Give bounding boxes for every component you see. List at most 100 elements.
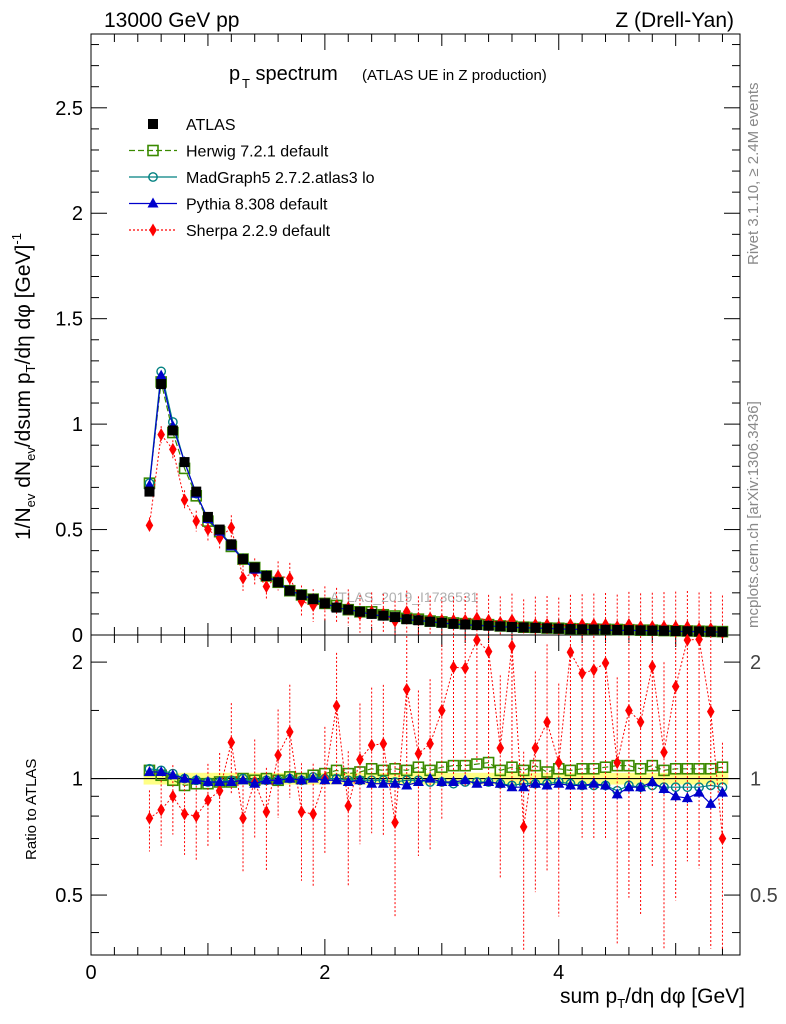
ratio-point (145, 811, 154, 825)
ratio-point (660, 745, 668, 759)
title-main: p (229, 63, 240, 85)
data-point (192, 514, 201, 528)
data-point (436, 617, 447, 628)
ratio-point (611, 788, 623, 799)
ratio-point (554, 756, 563, 770)
ratio-point (471, 758, 483, 770)
legend-label: MadGraph5 2.7.2.atlas3 lo (186, 170, 375, 187)
ratio-point (215, 784, 224, 798)
data-point (238, 554, 249, 565)
ratio-point (716, 786, 728, 797)
ratio-point (225, 775, 237, 786)
ratio-point (519, 820, 528, 834)
ratio-point (693, 786, 705, 797)
data-point (553, 623, 564, 634)
data-point (239, 571, 247, 585)
ratio-point (412, 775, 424, 786)
data-point (180, 493, 189, 507)
legend-item: Herwig 7.2.1 default (129, 144, 329, 161)
ratio-point (682, 782, 693, 793)
legend-marker (148, 119, 158, 129)
data-point (226, 539, 237, 550)
ratio-point (438, 703, 446, 717)
data-point (623, 625, 634, 636)
data-point (483, 620, 494, 631)
ratio-panel-frame (90, 634, 741, 956)
mcplots-label: mcplots.cern.ch [arXiv:1306.3436] (745, 401, 762, 628)
legend-item: MadGraph5 2.7.2.atlas3 lo (129, 170, 375, 187)
data-point (319, 598, 330, 609)
rivet-label: Rivet 3.1.10, ≥ 2.4M events (745, 83, 762, 266)
ratio-point (285, 725, 294, 739)
data-point (366, 608, 377, 619)
ratio-point (613, 756, 622, 770)
x-tick-label: 0 (85, 962, 96, 984)
data-point (448, 618, 459, 629)
ratio-point (461, 661, 469, 675)
data-point (612, 624, 623, 635)
ratio-point (179, 772, 191, 783)
legend-marker (147, 197, 159, 208)
ratio-point (459, 774, 471, 785)
data-point (670, 625, 681, 636)
data-point (647, 625, 658, 636)
svg-text:1/Nev dNev/dsum pT/dη dφ [GeV: 1/Nev dNev/dsum pT/dη dφ [GeV]-1 (9, 233, 38, 540)
ratio-axis-label: Ratio to ATLAS (23, 759, 40, 860)
svg-text:sum pT/dη dφ [GeV]: sum pT/dη dφ [GeV] (560, 985, 745, 1011)
ratio-point (332, 699, 341, 713)
data-point (145, 518, 154, 532)
ratio-point (180, 807, 189, 821)
ratio-point (214, 775, 226, 786)
title-sub: T (242, 76, 250, 91)
ratio-point (295, 774, 307, 785)
data-point (460, 619, 471, 630)
series-line (148, 381, 723, 633)
ratio-point (297, 805, 306, 819)
y-tick-label: 2.5 (55, 98, 83, 120)
y-axis-label: 1/Nev dNev/dsum pT/dη dφ [GeV]-1 (9, 233, 38, 540)
data-point (635, 625, 646, 636)
ratio-point (448, 775, 460, 786)
ratio-point (342, 775, 354, 786)
legend-marker (149, 223, 157, 237)
ratio-point (531, 741, 540, 755)
ratio-point (319, 774, 331, 785)
legend-label: Sherpa 2.2.9 default (186, 223, 331, 240)
ratio-point (192, 809, 201, 823)
data-point (144, 486, 155, 497)
data-point (179, 457, 190, 468)
ratio-point (646, 775, 658, 786)
ratio-point (262, 805, 271, 819)
data-point (378, 610, 389, 621)
ratio-point (636, 715, 645, 729)
x-tick-label: 2 (319, 962, 330, 984)
ratio-point (239, 811, 247, 825)
ratio-point (424, 772, 436, 783)
data-point (506, 621, 517, 632)
ratio-tick-label: 1 (72, 769, 83, 791)
data-point (261, 570, 272, 581)
ratio-tick-label-right: 0.5 (750, 885, 778, 907)
ratio-point (272, 774, 284, 785)
ratio-point (671, 679, 680, 693)
ratio-point (623, 781, 635, 792)
y-tick-label: 2 (72, 203, 83, 225)
ratio-point (683, 633, 692, 647)
data-point (413, 615, 424, 626)
ratio-point (553, 777, 565, 788)
ratio-point (588, 777, 600, 788)
legend-item: Sherpa 2.2.9 default (129, 223, 331, 240)
ratio-point (578, 666, 586, 680)
data-point (284, 585, 295, 596)
ratio-point (648, 659, 657, 673)
ratio-point (681, 792, 693, 803)
ratio-point (414, 747, 423, 761)
data-point (354, 606, 365, 617)
data-point (577, 624, 588, 635)
data-point (215, 531, 224, 545)
ratio-point (331, 774, 343, 785)
ratio-point (541, 779, 553, 790)
ratio-point (564, 779, 576, 790)
ratio-point (389, 777, 401, 788)
